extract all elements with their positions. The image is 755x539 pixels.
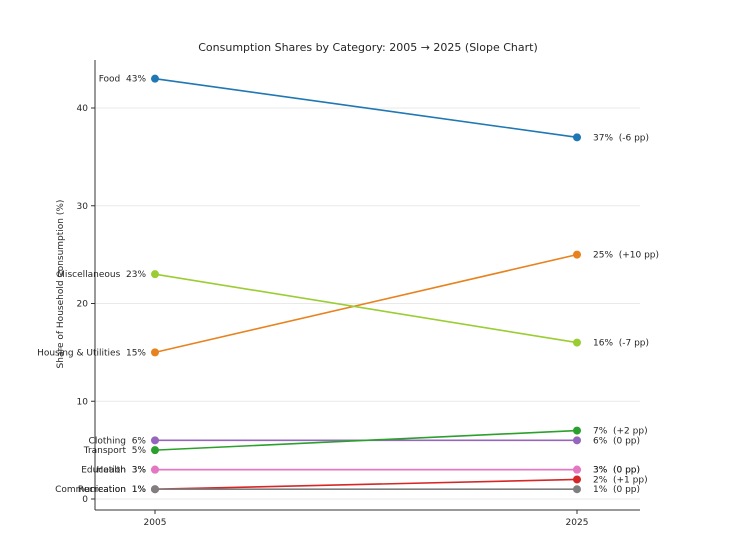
series-dot-start-communication — [151, 485, 159, 494]
start-label-communication: Communication 1% — [55, 485, 146, 495]
y-axis-label: Share of Household Consumption (%) — [56, 200, 66, 369]
series-dot-end-clothing — [573, 436, 581, 445]
end-label-transport: 7% (+2 pp) — [593, 427, 648, 437]
start-label-health: Health 3% — [96, 466, 146, 476]
end-label-recreation: 2% (+1 pp) — [593, 475, 648, 485]
series-dot-start-clothing — [151, 436, 159, 445]
series-dot-end-recreation — [573, 475, 581, 484]
chart-title: Consumption Shares by Category: 2005 → 2… — [198, 41, 537, 54]
series-line-housing-utilities — [154, 253, 578, 354]
series-dot-start-miscellaneous — [151, 270, 159, 279]
start-label-recreation: Recreation 1% — [78, 485, 147, 495]
start-label-food: Food 43% — [99, 75, 147, 85]
end-label-clothing: 6% (0 pp) — [593, 436, 640, 446]
series-dot-start-education — [151, 465, 159, 474]
y-tick-label: 20 — [77, 300, 89, 310]
series-line-recreation — [154, 478, 578, 491]
value-labels: Food 43% 37% (-6 pp) Housing & Utilities 1… — [37, 75, 659, 496]
series-dot-start-food — [151, 74, 159, 83]
end-label-housing-utilities: 25% (+10 pp) — [593, 251, 659, 261]
series-dot-end-food — [573, 133, 581, 142]
series-dot-start-transport — [151, 446, 159, 455]
start-label-education: Education 3% — [81, 466, 146, 476]
end-label-health: 3% (0 pp) — [593, 466, 640, 476]
axes: 0 10 20 30 40 2005 2025 — [77, 60, 640, 528]
start-label-miscellaneous: Miscellaneous 23% — [57, 270, 146, 280]
x-tick-label: 2005 — [144, 518, 167, 528]
end-label-food: 37% (-6 pp) — [593, 133, 649, 143]
series-lines — [151, 74, 581, 494]
end-label-communication: 1% (0 pp) — [593, 485, 640, 495]
start-label-housing-utilities: Housing & Utilities 15% — [37, 348, 146, 358]
end-label-education: 3% (0 pp) — [593, 466, 640, 476]
series-dot-start-housing-utilities — [151, 348, 159, 357]
series-dot-end-housing-utilities — [573, 250, 581, 259]
y-tick-label: 40 — [77, 104, 89, 114]
x-tick-label: 2025 — [566, 518, 589, 528]
series-dot-end-miscellaneous — [573, 338, 581, 347]
series-line-miscellaneous — [154, 273, 578, 344]
end-label-miscellaneous: 16% (-7 pp) — [593, 339, 649, 349]
y-tick-label: 30 — [77, 202, 89, 212]
start-label-clothing: Clothing 6% — [89, 436, 147, 446]
y-tick-label: 0 — [82, 495, 88, 505]
series-dot-end-transport — [573, 426, 581, 435]
series-line-food — [154, 77, 578, 139]
series-line-transport — [154, 429, 578, 451]
y-tick-label: 10 — [77, 397, 89, 407]
start-label-transport: Transport 5% — [83, 446, 147, 456]
series-dot-end-communication — [573, 485, 581, 494]
series-dot-end-education — [573, 465, 581, 474]
